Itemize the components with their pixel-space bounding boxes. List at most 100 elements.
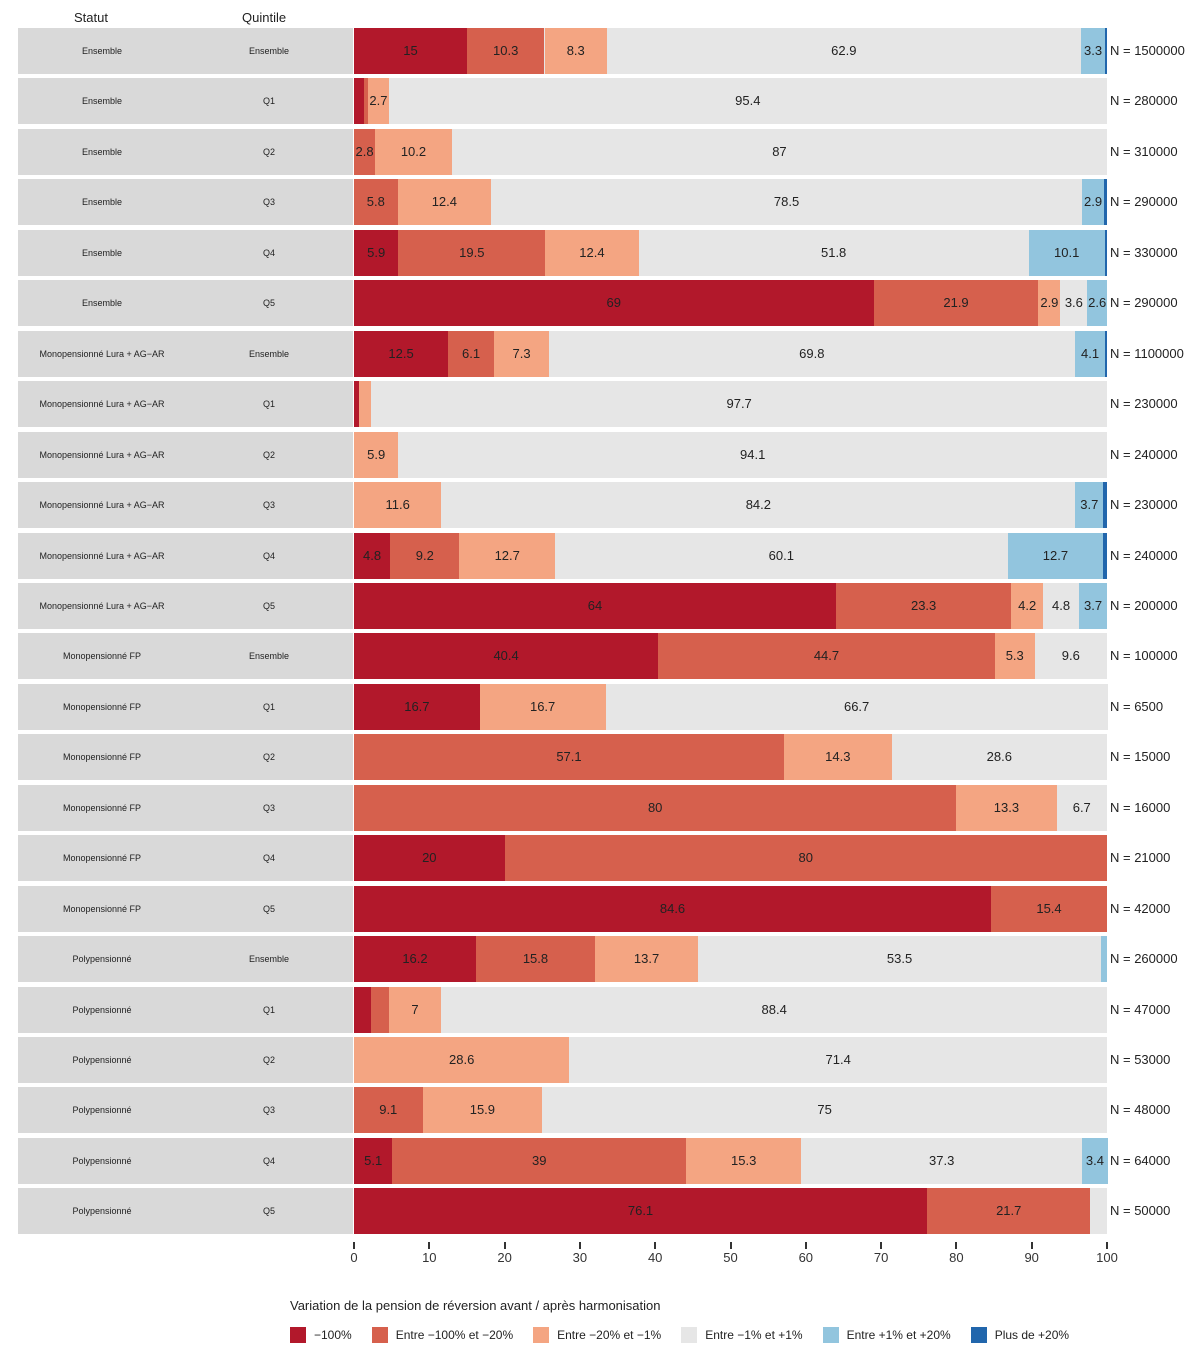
row-label-strip: Monopensionné FP Q2	[18, 734, 353, 781]
bar-segment	[1056, 784, 1107, 831]
data-label: 10.3	[493, 43, 519, 58]
data-label: 14.3	[825, 749, 851, 765]
bar-segment	[354, 431, 399, 478]
header-quintile: Quintile	[242, 10, 287, 25]
statut-label: Monopensionné Lura + AG−AR	[39, 550, 165, 561]
legend-swatch	[371, 1327, 388, 1343]
bar-segment	[398, 431, 1107, 478]
data-label: 16.7	[404, 698, 430, 714]
bar-segment	[1087, 280, 1107, 327]
bar-track: 80 13.3 6.7	[354, 784, 1107, 831]
statut-label: Polypensionné	[72, 954, 132, 965]
quintile-label: Q2	[262, 1055, 275, 1065]
row-label-strip: Monopensionné FP Ensemble	[18, 633, 353, 680]
chart-row: Monopensionné FP Q5 84.6 15.4 N = 42000	[18, 885, 1200, 932]
chart-row: Monopensionné Lura + AG−AR Q3 11.6 84.2 3.7 N…	[18, 482, 1200, 529]
quintile-label: Q1	[262, 96, 275, 107]
x-tick	[578, 1242, 581, 1249]
quintile-label: Q5	[262, 1206, 275, 1217]
quintile-label: Ensemble	[248, 651, 290, 662]
statut-label: Monopensionné Lura + AG−AR	[39, 348, 165, 359]
data-label: 28.6	[986, 749, 1012, 765]
x-tick	[880, 1242, 883, 1249]
quintile-label: Q1	[262, 701, 275, 712]
bar-segment	[1038, 280, 1061, 327]
statut-label: Monopensionné FP	[62, 853, 142, 864]
row-label-strip: Monopensionné FP Q4	[18, 835, 353, 882]
data-label: 3.4	[1085, 1152, 1104, 1168]
data-label: 60.1	[768, 547, 794, 563]
row-label-strip: Polypensionné Q3	[18, 1087, 353, 1134]
n-count-label: N = 53000	[1110, 1052, 1171, 1067]
quintile-label: Q4	[262, 853, 275, 864]
bar-track: 7 88.4	[354, 986, 1107, 1033]
bar-segment	[1103, 482, 1107, 529]
chart-rows: Ensemble Ensemble 15 10.3 8.3 62.9 3.3 N = 1500…	[18, 28, 1200, 1235]
quintile-label: Q3	[262, 197, 275, 208]
row-label-strip: Polypensionné Q4	[18, 1137, 353, 1184]
data-label: 69.8	[799, 345, 825, 361]
data-label: 3.7	[1084, 597, 1103, 613]
n-count-label: N = 260000	[1110, 951, 1178, 967]
bar-segment	[451, 128, 1107, 175]
x-tick-label: 50	[723, 1250, 738, 1265]
n-count-label: N = 230000	[1110, 497, 1178, 513]
statut-label: Monopensionné Lura + AG−AR	[39, 449, 165, 460]
data-label: 64	[587, 597, 603, 613]
bar-track: 28.6 71.4	[354, 1037, 1107, 1083]
quintile-label: Q2	[262, 752, 275, 763]
bar-track: 57.1 14.3 28.6	[354, 734, 1107, 781]
data-label: 87	[772, 143, 787, 159]
x-tick	[729, 1242, 732, 1249]
row-label-strip: Ensemble Q4	[18, 229, 353, 276]
legend: −100% Entre −100% et −20% Entre −20% et −1…	[290, 1326, 1089, 1344]
bar-segment	[448, 330, 495, 377]
bar-segment	[354, 986, 372, 1033]
data-label: 9.6	[1061, 648, 1080, 664]
data-label: 21.7	[996, 1203, 1022, 1219]
bar-track: 76.1 21.7	[354, 1188, 1107, 1235]
legend-item: Entre −100% et −20%	[371, 1327, 513, 1343]
data-label: 23.3	[910, 597, 937, 613]
data-label: 88.4	[761, 1001, 787, 1017]
data-label: 7	[411, 1001, 419, 1017]
n-count-label: N = 16000	[1110, 799, 1171, 815]
bar-track: 15 10.3 8.3 62.9 3.3	[354, 28, 1107, 74]
data-label: 5.9	[367, 244, 386, 260]
data-label: 9.2	[415, 547, 434, 563]
chart-row: Polypensionné Q3 9.1 15.9 75 N = 48000	[18, 1087, 1200, 1134]
chart-row: Monopensionné FP Q2 57.1 14.3 28.6 N = 15000	[18, 734, 1200, 781]
n-count-label: N = 310000	[1110, 143, 1178, 159]
x-tick	[654, 1242, 657, 1249]
bar-segment	[441, 482, 1076, 529]
bar-segment	[873, 280, 1039, 327]
x-tick-label: 20	[497, 1250, 512, 1265]
chart-row: Monopensionné Lura + AG−AR Q4 4.8 9.2 12.7 60…	[18, 532, 1200, 579]
data-label: 11.6	[385, 497, 410, 513]
bar-segment	[555, 532, 1008, 579]
bar-segment	[1103, 532, 1107, 579]
bar-segment	[1028, 229, 1105, 276]
chart-row: Ensemble Q1 2.7 95.4 N = 280000	[18, 78, 1200, 125]
n-count-label: N = 100000	[1110, 648, 1178, 664]
n-count-label: N = 1500000	[1110, 43, 1185, 58]
chart-row: Monopensionné Lura + AG−AR Q1 97.7 N = 2300…	[18, 381, 1200, 428]
data-label: 4.8	[363, 547, 382, 563]
data-label: 51.8	[820, 244, 847, 260]
data-label: 19.5	[459, 244, 485, 260]
data-label: 76.1	[627, 1203, 654, 1219]
quintile-label: Q4	[262, 1155, 275, 1166]
bar-segment	[891, 734, 1107, 781]
data-label: 40.4	[493, 648, 519, 664]
row-label-strip: Ensemble Ensemble	[18, 28, 353, 74]
data-label: 2.6	[1088, 295, 1107, 311]
row-label-strip: Ensemble Q5	[18, 280, 353, 327]
row-label-strip: Monopensionné Lura + AG−AR Ensemble	[18, 330, 353, 377]
data-label: 12.7	[494, 547, 520, 563]
row-label-strip: Polypensionné Q5	[18, 1188, 353, 1235]
bar-segment	[1090, 1188, 1107, 1235]
data-label: 75	[817, 1102, 832, 1118]
n-count-label: N = 21000	[1110, 850, 1171, 866]
bar-segment	[956, 784, 1057, 831]
data-label: 80	[798, 850, 814, 866]
